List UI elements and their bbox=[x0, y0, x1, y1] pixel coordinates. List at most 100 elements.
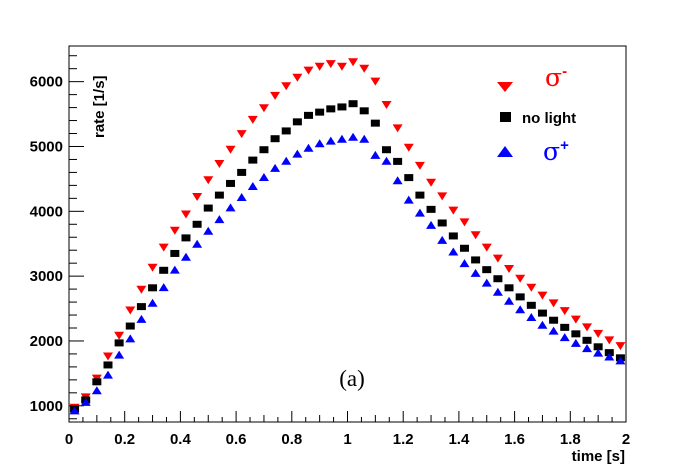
data-point-sigma-plus bbox=[515, 305, 526, 314]
data-point-sigma-minus bbox=[114, 331, 125, 340]
data-point-sigma-plus bbox=[481, 278, 492, 287]
data-point-sigma-plus bbox=[236, 193, 247, 202]
data-point-sigma-plus bbox=[292, 149, 303, 158]
data-point-sigma-minus bbox=[481, 243, 492, 252]
x-tick-label: 2 bbox=[622, 431, 630, 448]
data-point-sigma-minus bbox=[147, 263, 158, 272]
data-point-no-light bbox=[448, 232, 458, 240]
data-point-sigma-minus bbox=[559, 307, 570, 316]
data-point-sigma-minus bbox=[615, 342, 626, 351]
data-point-no-light bbox=[315, 108, 325, 116]
data-point-no-light bbox=[92, 378, 102, 386]
data-point-sigma-plus bbox=[437, 235, 448, 244]
data-point-sigma-plus bbox=[348, 132, 359, 141]
y-tick-label: 2000 bbox=[30, 333, 63, 350]
data-point-no-light bbox=[125, 322, 135, 330]
data-point-sigma-plus bbox=[102, 370, 113, 379]
data-point-no-light bbox=[148, 284, 158, 292]
data-point-sigma-plus bbox=[414, 208, 425, 217]
data-point-sigma-plus bbox=[336, 134, 347, 143]
data-point-no-light bbox=[437, 219, 447, 227]
y-tick-label: 3000 bbox=[30, 268, 63, 285]
data-point-sigma-plus bbox=[281, 156, 292, 165]
data-point-sigma-plus bbox=[370, 150, 381, 159]
axes: 0 0.2 0.4 0.6 0.8 1 1.2 1.4 1.6 1.8 2 1000 2000 3000 4… bbox=[30, 55, 630, 448]
data-point-no-light bbox=[337, 103, 347, 111]
data-point-sigma-minus bbox=[258, 104, 269, 113]
data-point-sigma-plus bbox=[448, 247, 459, 256]
data-point-sigma-plus bbox=[203, 226, 214, 235]
data-point-sigma-plus bbox=[492, 287, 503, 296]
data-point-no-light bbox=[560, 323, 570, 331]
data-point-sigma-minus bbox=[336, 62, 347, 71]
data-point-sigma-plus bbox=[247, 182, 258, 191]
data-point-no-light bbox=[103, 361, 113, 369]
data-point-no-light bbox=[203, 204, 213, 212]
data-point-sigma-plus bbox=[125, 334, 136, 343]
data-point-sigma-plus bbox=[459, 259, 470, 268]
x-axis-title: time [s] bbox=[572, 448, 625, 465]
data-point-no-light bbox=[426, 205, 436, 213]
data-point-no-light bbox=[226, 179, 236, 187]
data-point-no-light bbox=[482, 266, 492, 274]
y-tick-label: 5000 bbox=[30, 138, 63, 155]
data-point-no-light bbox=[504, 284, 514, 292]
data-point-no-light bbox=[181, 234, 191, 242]
data-point-sigma-plus bbox=[470, 268, 481, 277]
data-point-sigma-minus bbox=[448, 206, 459, 215]
data-point-sigma-minus bbox=[292, 73, 303, 82]
data-point-no-light bbox=[515, 293, 525, 301]
data-point-sigma-plus bbox=[392, 176, 403, 185]
data-point-no-light bbox=[537, 309, 547, 317]
data-point-no-light bbox=[192, 220, 202, 228]
data-point-no-light bbox=[471, 256, 481, 264]
data-point-sigma-plus bbox=[570, 338, 581, 347]
data-point-no-light bbox=[415, 191, 425, 199]
data-point-sigma-minus bbox=[359, 64, 370, 73]
data-point-sigma-minus bbox=[459, 218, 470, 227]
x-tick-label: 1 bbox=[343, 431, 351, 448]
data-point-no-light bbox=[114, 339, 124, 347]
data-point-sigma-minus bbox=[515, 274, 526, 283]
data-point-sigma-plus bbox=[582, 344, 593, 353]
data-point-sigma-minus bbox=[247, 115, 258, 124]
data-point-sigma-minus bbox=[492, 254, 503, 263]
data-point-sigma-minus bbox=[236, 130, 247, 139]
data-point-sigma-minus bbox=[180, 210, 191, 219]
data-point-sigma-plus bbox=[91, 386, 102, 395]
data-point-sigma-minus bbox=[570, 315, 581, 324]
data-point-no-light bbox=[237, 168, 247, 176]
legend-label-sigma-plus: σ+ bbox=[543, 137, 569, 166]
legend-marker-sigma-plus bbox=[497, 146, 513, 157]
y-tick-label: 4000 bbox=[30, 203, 63, 220]
x-tick-label: 0.2 bbox=[114, 431, 135, 448]
data-point-sigma-minus bbox=[414, 161, 425, 170]
data-point-sigma-plus bbox=[136, 314, 147, 323]
x-tick-label: 0.4 bbox=[170, 431, 192, 448]
data-point-sigma-plus bbox=[69, 406, 80, 415]
data-point-sigma-minus bbox=[504, 265, 515, 274]
data-point-sigma-plus bbox=[381, 156, 392, 165]
y-tick-label: 6000 bbox=[30, 74, 63, 91]
data-point-sigma-plus bbox=[504, 296, 515, 305]
data-point-sigma-plus bbox=[258, 172, 269, 181]
legend-label-no-light: no light bbox=[522, 110, 576, 127]
series-2 bbox=[69, 132, 626, 415]
data-point-sigma-plus bbox=[192, 239, 203, 248]
data-point-sigma-minus bbox=[381, 100, 392, 109]
data-point-sigma-plus bbox=[180, 252, 191, 261]
data-point-no-light bbox=[404, 174, 414, 182]
data-point-sigma-minus bbox=[314, 62, 325, 71]
x-tick-label: 0 bbox=[65, 431, 73, 448]
data-point-sigma-plus bbox=[147, 298, 158, 307]
annotation-label: (a) bbox=[339, 366, 365, 391]
data-point-no-light bbox=[459, 244, 469, 252]
data-point-sigma-minus bbox=[214, 159, 225, 168]
x-tick-label: 1.6 bbox=[504, 431, 525, 448]
data-point-sigma-plus bbox=[270, 163, 281, 172]
data-point-sigma-minus bbox=[548, 299, 559, 308]
data-point-sigma-minus bbox=[192, 193, 203, 202]
x-tick-label: 1.8 bbox=[560, 431, 581, 448]
data-point-sigma-minus bbox=[526, 283, 537, 292]
